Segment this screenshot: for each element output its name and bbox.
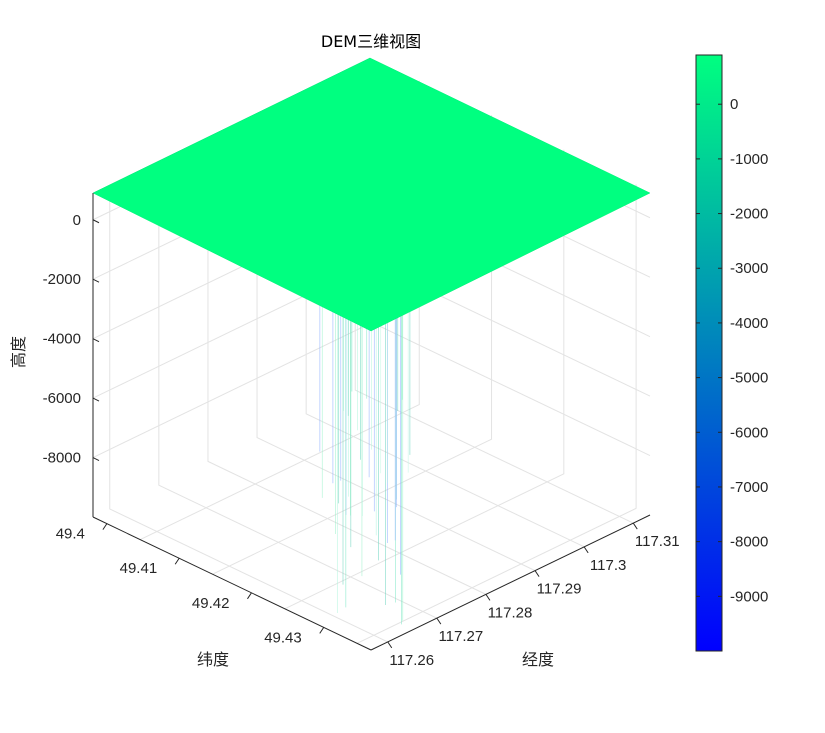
y-tick-mark xyxy=(247,592,252,600)
z-tick-mark xyxy=(92,457,100,461)
z-tick-label: -4000 xyxy=(43,331,81,348)
y-tick-label: 49.41 xyxy=(120,560,158,577)
x-tick-mark xyxy=(583,546,589,554)
colorbar-ticks: 0 -1000 -2000 -3000 -4000 -5000 -6000 -7000 -800… xyxy=(696,96,768,605)
x-tick-label: 117.26 xyxy=(389,652,434,669)
colorbar-tick-label: -8000 xyxy=(730,534,768,551)
colorbar-tick-label: -1000 xyxy=(730,151,768,168)
grid-line-y xyxy=(356,184,637,644)
x-axis-line xyxy=(370,514,651,651)
y-tick-mark xyxy=(102,523,108,530)
y-tick-mark xyxy=(319,627,325,634)
colorbar-tick-label: -2000 xyxy=(730,206,768,223)
colorbar-tick-label: -6000 xyxy=(730,424,768,441)
grid-line-x xyxy=(109,184,388,643)
x-tick-label: 117.3 xyxy=(590,557,626,574)
y-axis-line xyxy=(92,516,372,651)
x-tick-mark xyxy=(387,641,393,649)
x-tick-label: 117.31 xyxy=(635,533,680,550)
x-tick-label: 117.28 xyxy=(488,604,533,621)
grid-line-x xyxy=(158,161,438,619)
x-tick-label: 117.27 xyxy=(438,628,483,645)
y-tick-mark xyxy=(174,557,180,565)
colorbar-gradient xyxy=(695,54,723,652)
colorbar-tick-label: -7000 xyxy=(730,479,768,496)
x-tick-mark xyxy=(485,594,491,601)
colorbar-tick-label: -3000 xyxy=(730,260,768,277)
z-tick-label: -6000 xyxy=(43,390,81,407)
x-axis-label: 经度 xyxy=(522,650,554,669)
colorbar-tick-label: 0 xyxy=(730,96,738,113)
y-axis-label: 纬度 xyxy=(197,650,229,669)
z-tick-mark xyxy=(92,397,100,402)
z-tick-label: 0 xyxy=(73,212,81,229)
colorbar: 0 -1000 -2000 -3000 -4000 -5000 -6000 -7000 -800… xyxy=(695,54,768,652)
x-tick-mark xyxy=(534,570,540,577)
surface-plateau xyxy=(92,57,651,332)
y-tick-label: 49.43 xyxy=(264,629,302,646)
axes-lines xyxy=(92,193,651,651)
x-tick-label: 117.29 xyxy=(537,581,582,598)
z-tick-label: -2000 xyxy=(43,271,81,288)
x-tick-mark xyxy=(436,617,442,625)
z-tick-mark xyxy=(92,278,100,283)
z-axis-label: 高度 xyxy=(9,336,28,368)
x-tick-mark xyxy=(632,522,638,530)
colorbar-tick-label: -9000 xyxy=(730,588,768,605)
y-tick-label: 49.42 xyxy=(192,595,230,612)
surface-spikes xyxy=(319,300,411,625)
colorbar-tick-label: -5000 xyxy=(730,370,768,387)
z-tick-mark xyxy=(92,219,100,224)
z-tick-label: -8000 xyxy=(43,450,81,467)
z-tick-mark xyxy=(92,338,100,343)
dem-surface xyxy=(92,57,651,332)
axis-ticks: 0 -2000 -4000 -6000 -8000 49.4 49.41 49.42 49.43… xyxy=(43,212,680,669)
grid-line-y xyxy=(284,149,565,610)
y-tick-label: 49.4 xyxy=(56,526,85,543)
colorbar-tick-label: -4000 xyxy=(730,315,768,332)
chart-title: DEM三维视图 xyxy=(321,32,421,51)
